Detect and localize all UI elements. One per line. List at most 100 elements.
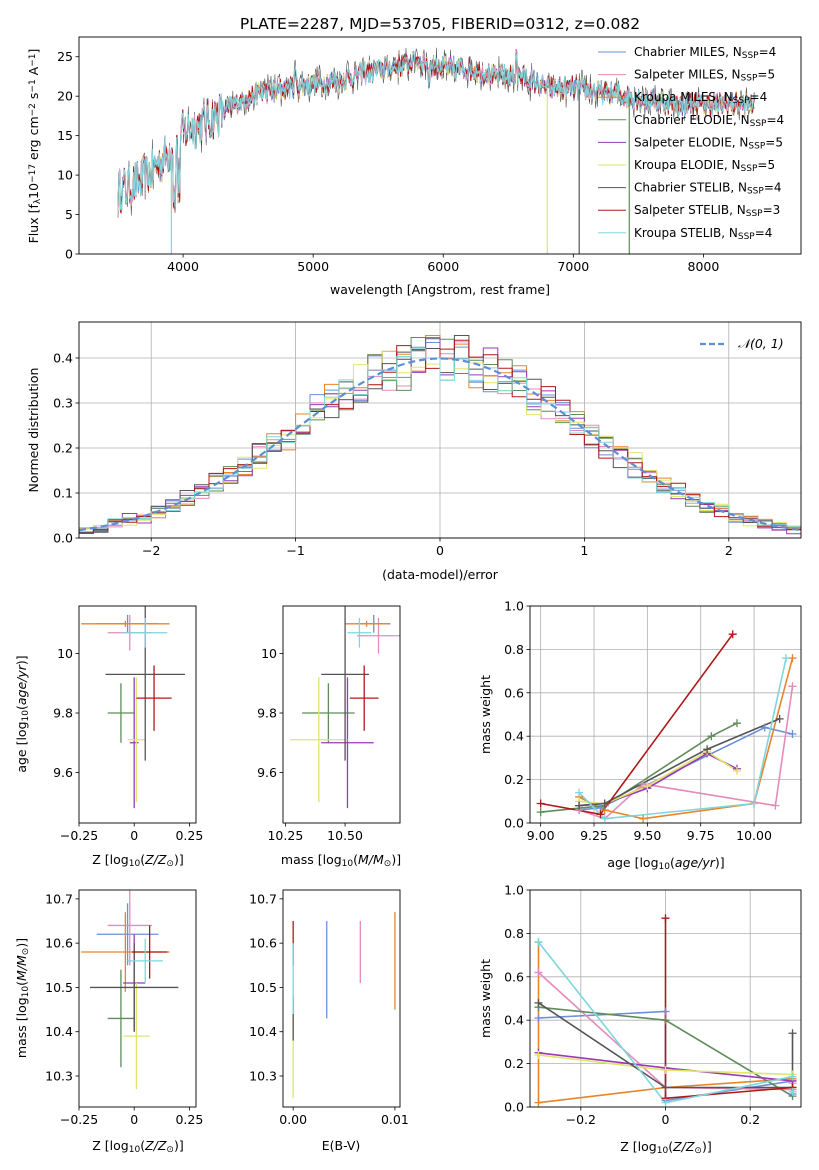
y-tick-label: 0.8 (504, 642, 524, 657)
label-part: )] (174, 1138, 184, 1153)
legend-entry: 𝒩(0, 1) (738, 336, 784, 351)
label-part: 10 (129, 1145, 141, 1155)
y-axis-label: mass weight (478, 675, 493, 754)
legend-entry: Chabrier ELODIE, NSSP=4 (634, 113, 784, 129)
label-part: ] (26, 49, 41, 54)
label-part: age/yr (675, 855, 716, 870)
label-part: Chabrier STELIB, N (634, 181, 747, 195)
label-part: ( (140, 852, 145, 867)
y-tick-label: 9.6 (53, 765, 73, 780)
legend-entry: Chabrier STELIB, NSSP=4 (634, 181, 782, 197)
weight-marker (661, 914, 670, 923)
label-part: =4 (755, 226, 773, 240)
label-part: Chabrier MILES, N (634, 45, 742, 59)
normal-curve (79, 357, 801, 532)
label-part: =4 (766, 113, 784, 127)
weight-marker (534, 968, 543, 977)
label-part: =4 (759, 45, 777, 59)
label-part: ( (353, 852, 358, 867)
axes-spectrum: 4000 5000 6000 7000 8000 0 5 10 15 20 25 wavelength… (26, 36, 802, 297)
x-tick-label: 9.75 (687, 828, 715, 843)
x-axis-label: Z [log10(Z/Z⊙)] (92, 1138, 183, 1155)
y-tick-label: 10.5 (249, 980, 277, 995)
y-tick-label: 10 (57, 646, 73, 661)
x-tick-label: 0.25 (175, 1112, 203, 1127)
weight-marker (728, 630, 737, 639)
y-axis-label: mass [log10(M/M⊙)] (14, 938, 31, 1058)
y-tick-label: 0.8 (504, 926, 524, 941)
y-tick-label: 15 (57, 128, 73, 143)
y-tick-label: 5 (65, 207, 73, 222)
x-tick-label: 9.25 (580, 828, 608, 843)
y-tick-label: 0.2 (504, 1056, 524, 1071)
label-part: −2 (28, 103, 38, 116)
label-part: s (26, 93, 41, 104)
legend-entry: Salpeter STELIB, NSSP=3 (634, 203, 780, 219)
x-tick-label: −2 (142, 543, 160, 558)
y-tick-label: 0.6 (504, 969, 524, 984)
y-tick-label: 0.2 (504, 772, 524, 787)
y-axis-label: age [log10(age/yr)] (14, 655, 31, 772)
label-part: ( (14, 705, 29, 710)
y-tick-label: 0.4 (504, 1013, 524, 1028)
plot-area-spectrum (117, 47, 756, 254)
axes-frame (78, 321, 802, 539)
label-part: Kroupa STELIB, N (634, 226, 738, 240)
weight-marker (534, 1050, 543, 1059)
label-part: Chabrier ELODIE, N (634, 113, 750, 127)
axes-frame (529, 889, 802, 1108)
plot-area-residuals (79, 335, 801, 535)
x-tick-label: 0 (662, 1112, 670, 1127)
label-part: Salpeter ELODIE, N (634, 135, 748, 149)
legend-entry: Kroupa ELODIE, NSSP=5 (634, 158, 775, 174)
weight-line (538, 1002, 794, 1089)
plot-area-mass_vs_Z (81, 890, 179, 1090)
y-tick-label: 0.0 (504, 1100, 524, 1115)
x-tick-label: −0.25 (60, 828, 98, 843)
legend-entry: Kroupa MILES, NSSP=4 (634, 90, 767, 106)
plot-layer: 4000 5000 6000 7000 80000510152025wavelength… (14, 36, 802, 1156)
weight-marker (750, 799, 759, 808)
label-part: 10 (342, 859, 354, 869)
label-part: )] (702, 1139, 712, 1154)
x-tick-label: 7000 (557, 259, 589, 274)
label-part: =4 (764, 181, 782, 195)
label-part: age [log (14, 721, 29, 772)
label-part: Z [log (620, 1139, 656, 1154)
weight-marker (707, 732, 716, 741)
y-tick-label: 10.4 (45, 1024, 73, 1039)
label-part: 10 (129, 859, 141, 869)
label-part: mass [log (14, 997, 29, 1058)
legend-entry: Kroupa STELIB, NSSP=4 (634, 226, 772, 242)
label-part: ( (140, 1138, 145, 1153)
label-part: )] (14, 655, 29, 665)
label-part: M/M (358, 852, 384, 867)
x-tick-label: 0.2 (740, 1112, 760, 1127)
label-part: ( (14, 981, 29, 986)
spectrum-line (117, 47, 755, 218)
weight-marker (703, 745, 712, 754)
y-tick-label: 0.2 (53, 441, 73, 456)
x-tick-label: −0.2 (566, 1112, 596, 1127)
label-part: Salpeter STELIB, N (634, 203, 746, 217)
x-tick-label: −1 (286, 543, 304, 558)
axes-frame (78, 889, 197, 1108)
axes-frame (78, 605, 197, 824)
weight-marker (732, 719, 741, 728)
label-part: =4 (750, 90, 768, 104)
label-part: λ (33, 198, 43, 204)
y-tick-label: 0.6 (504, 685, 524, 700)
label-part: ( (668, 1139, 673, 1154)
axes-frame (78, 36, 802, 255)
x-tick-label: 5000 (297, 259, 329, 274)
weight-marker (534, 1014, 543, 1023)
weight-marker (534, 1098, 543, 1107)
figure-title: PLATE=2287, MJD=53705, FIBERID=0312, z=0… (240, 15, 640, 33)
label-part: )] (14, 938, 29, 948)
weight-line (578, 657, 787, 820)
label-part: age/yr (14, 664, 29, 705)
label-part: SSP (746, 209, 763, 219)
y-tick-label: 9.8 (257, 706, 277, 721)
y-tick-label: 1.0 (504, 599, 524, 614)
y-tick-label: 10.3 (249, 1069, 277, 1084)
